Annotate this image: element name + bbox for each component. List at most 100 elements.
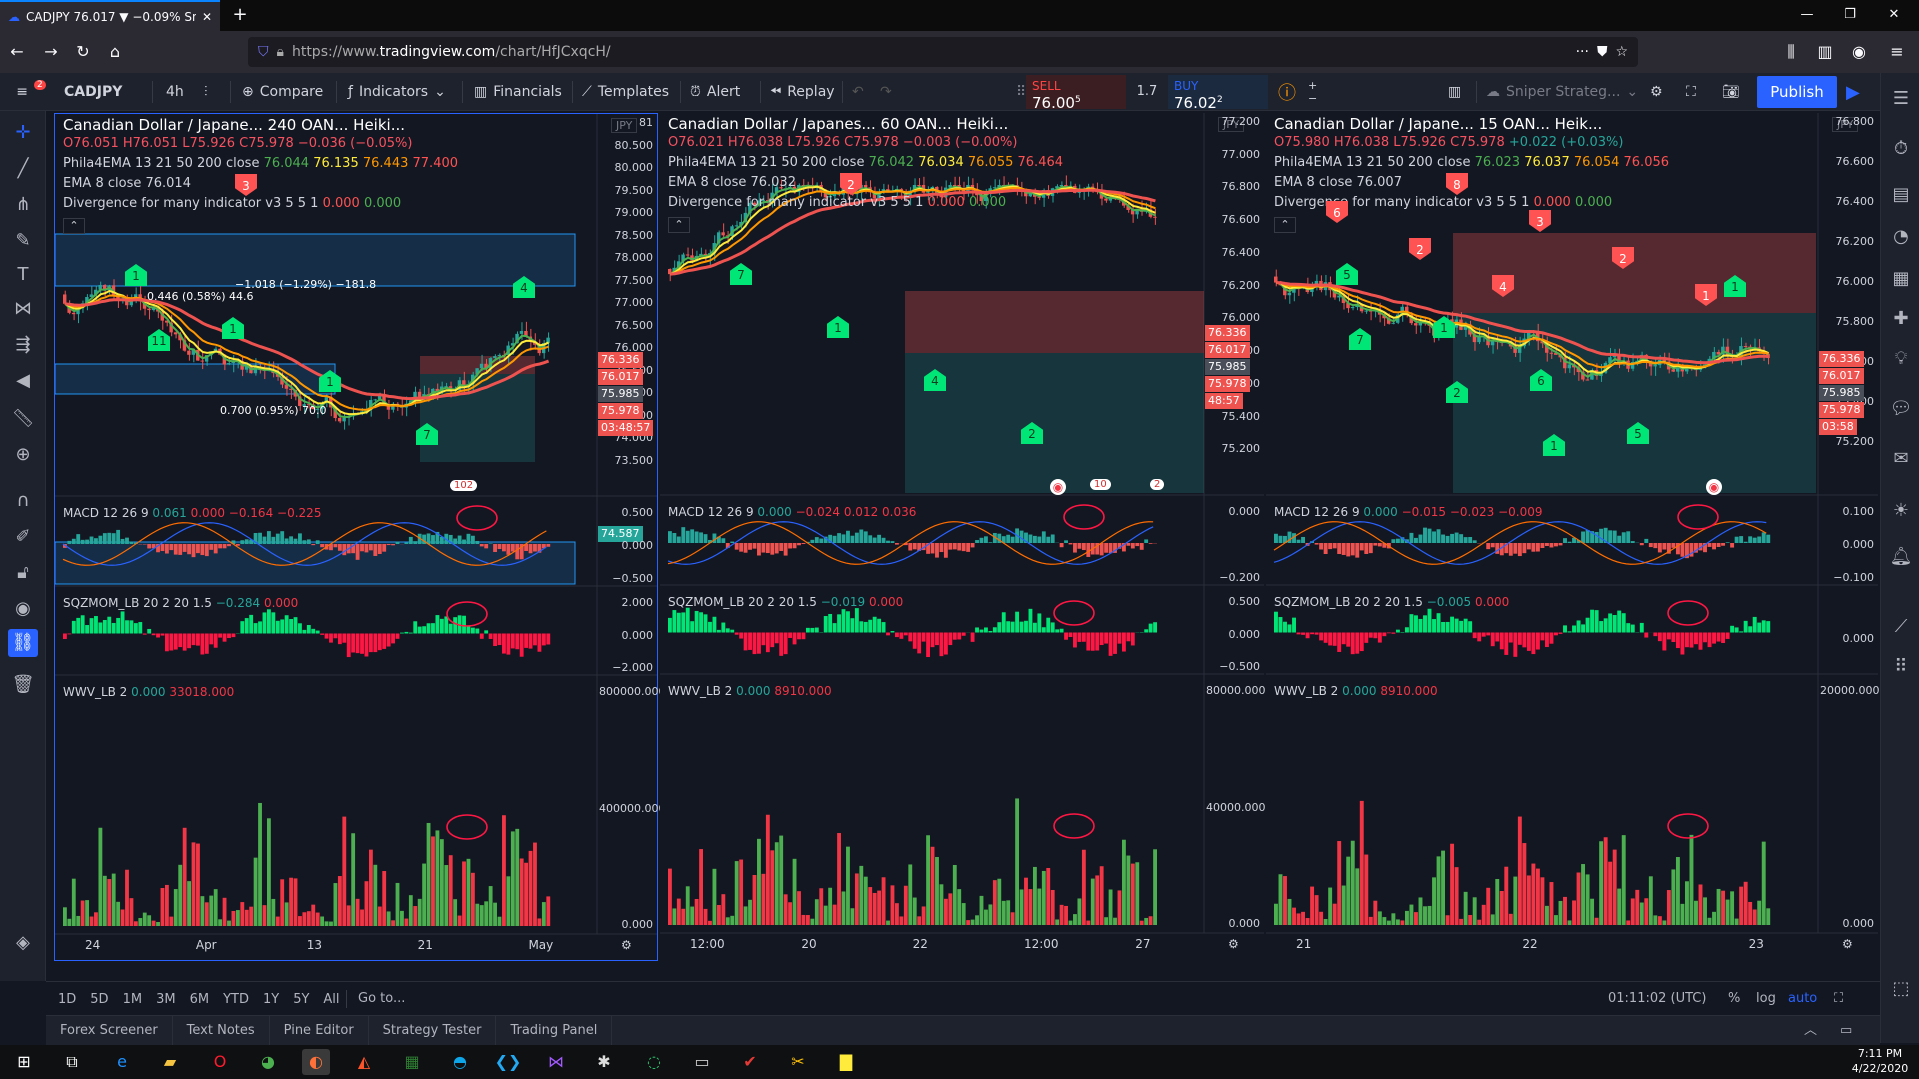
symbol-title[interactable]: Canadian Dollar / Japanes... 60 OAN... H… — [668, 115, 1009, 133]
price-tag[interactable]: 03:48:57 — [598, 420, 654, 436]
events-badge[interactable]: 2 — [1150, 479, 1165, 490]
shield-icon[interactable]: ⛉ — [258, 44, 269, 60]
settings-app-icon[interactable]: ✱ — [597, 1052, 611, 1071]
terminal-icon[interactable]: ▭ — [694, 1052, 710, 1071]
fit-screen-icon[interactable]: ⛶ — [1834, 991, 1844, 1006]
hand-drawn-circle[interactable] — [1677, 504, 1719, 530]
pattern-icon[interactable]: ⋈ — [14, 298, 32, 319]
sell-signal-marker[interactable]: 2 — [840, 173, 862, 195]
auto-toggle[interactable]: auto — [1788, 991, 1818, 1006]
close-window-button[interactable]: ✕ — [1888, 7, 1900, 22]
lock-drawings-icon[interactable]: 🔓︎ — [17, 562, 29, 583]
sell-signal-marker[interactable]: 4 — [1492, 275, 1514, 297]
sticky-notes-icon[interactable]: ▇ — [839, 1052, 853, 1071]
stay-drawing-icon[interactable]: ✐ — [15, 526, 31, 547]
chart-canvas[interactable] — [1266, 113, 1878, 961]
undo-button[interactable]: ↶ — [852, 84, 864, 100]
stop-loss-zone[interactable] — [1453, 233, 1816, 313]
close-tab-icon[interactable]: ✕ — [201, 9, 212, 24]
bottom-tab-strategy-tester[interactable]: Strategy Tester — [369, 1016, 497, 1046]
range-5y-button[interactable]: 5Y — [293, 991, 310, 1007]
goto-button[interactable]: Go to... — [358, 991, 406, 1006]
chart-pane-4h[interactable]: Canadian Dollar / Japane... 240 OAN... H… — [54, 113, 665, 962]
macd-legend[interactable]: MACD 12 26 9 0.061 0.000 −0.164 −0.225 — [63, 506, 322, 520]
macd-legend[interactable]: MACD 12 26 9 0.000 −0.024 0.012 0.036 — [668, 505, 917, 519]
brush-icon[interactable]: ✎ — [15, 230, 31, 251]
sell-signal-marker[interactable]: 6 — [1326, 201, 1348, 223]
indicators-button[interactable]: ƒ Indicators ⌄ — [348, 84, 446, 100]
price-tag[interactable]: 76.017 — [1205, 342, 1250, 358]
chart-pane-15m[interactable]: Canadian Dollar / Japane... 15 OAN... He… — [1266, 113, 1880, 961]
range-6m-button[interactable]: 6M — [189, 991, 210, 1007]
chart-style-icon[interactable]: ⫶ — [204, 84, 208, 100]
buy-signal-marker[interactable]: 7 — [1349, 328, 1371, 350]
help-bulb-icon[interactable]: ☀ — [1892, 500, 1910, 521]
buy-signal-marker[interactable]: 7 — [416, 423, 438, 445]
visual-studio-icon[interactable]: ⋈ — [548, 1052, 564, 1071]
price-tag[interactable]: 76.017 — [598, 369, 643, 385]
restore-window-button[interactable]: ❐ — [1844, 7, 1856, 22]
screener-icon[interactable]: ⬚ — [1892, 978, 1910, 999]
buy-signal-marker[interactable]: 4 — [513, 276, 535, 298]
ohlc-values[interactable]: O76.021 H76.038 L75.926 C75.978 −0.003 (… — [668, 135, 1018, 150]
chart-legend[interactable]: Canadian Dollar / Japanes... 60 OAN... H… — [668, 115, 1063, 233]
buy-signal-marker[interactable]: 1 — [319, 370, 341, 392]
events-badge[interactable]: 102 — [450, 480, 478, 491]
snip-tool-icon[interactable]: ✂ — [791, 1052, 805, 1071]
sell-signal-marker[interactable]: 3 — [1529, 210, 1551, 232]
symbol-title[interactable]: Canadian Dollar / Japane... 15 OAN... He… — [1274, 115, 1603, 133]
stop-loss-zone[interactable] — [420, 356, 535, 374]
measure-annotation[interactable]: −1.018 (−1.29%) −181.8 — [235, 278, 377, 291]
info-warning-icon[interactable]: ⓘ — [1278, 83, 1296, 104]
ema-line[interactable] — [1276, 281, 1769, 365]
sell-signal-marker[interactable]: 8 — [1446, 173, 1468, 195]
ema8-legend[interactable]: EMA 8 close 76.007 — [1274, 175, 1402, 190]
sell-button[interactable]: SELL 76.005 — [1026, 75, 1126, 111]
price-tag[interactable]: 75.978 — [1205, 376, 1250, 392]
financials-button[interactable]: ▥ Financials — [474, 84, 562, 100]
take-profit-zone[interactable] — [905, 353, 1204, 493]
zoom-in-icon[interactable]: ⊕ — [15, 444, 31, 465]
buy-signal-marker[interactable]: 1 — [827, 316, 849, 338]
ohlc-values[interactable]: O76.051 H76.051 L75.926 C75.978 −0.036 (… — [63, 136, 413, 151]
macd-legend[interactable]: MACD 12 26 9 0.000 −0.015 −0.023 −0.009 — [1274, 505, 1543, 519]
back-button[interactable]: ← — [10, 42, 24, 61]
pitchfork-icon[interactable]: ⋔ — [15, 194, 31, 215]
chart-canvas[interactable] — [55, 114, 657, 962]
sqz-legend[interactable]: SQZMOM_LB 20 2 20 1.5 −0.019 0.000 — [668, 595, 904, 609]
pocket-icon[interactable]: ⛊ — [1596, 44, 1608, 60]
percent-toggle[interactable]: % — [1728, 991, 1741, 1006]
measure-annotation[interactable]: 0.700 (0.95%) 70.0 — [220, 404, 327, 417]
range-1m-button[interactable]: 1M — [122, 991, 143, 1007]
trading-app-icon[interactable]: ✔ — [743, 1052, 757, 1071]
play-circle-icon[interactable]: ▶ — [1846, 81, 1860, 103]
messages-icon[interactable]: ✉ — [1893, 448, 1909, 469]
account-icon[interactable]: ◉ — [1852, 42, 1866, 61]
bottom-tab-text-notes[interactable]: Text Notes — [173, 1016, 270, 1046]
ema8-legend[interactable]: EMA 8 close 76.014 — [63, 176, 191, 191]
file-explorer-icon[interactable]: ▰ — [163, 1052, 177, 1071]
lightbulb-icon[interactable]: 💡︎ — [1894, 348, 1908, 369]
log-toggle[interactable]: log — [1756, 991, 1776, 1006]
buy-signal-marker[interactable]: 2 — [1446, 381, 1468, 403]
reload-button[interactable]: ↻ — [76, 42, 90, 61]
chart-canvas[interactable] — [660, 113, 1264, 961]
layout-select-icon[interactable]: ▥ — [1448, 84, 1462, 100]
range-1y-button[interactable]: 1Y — [262, 991, 280, 1007]
spinner-app-icon[interactable]: ◌ — [647, 1052, 661, 1071]
quantity-stepper[interactable]: + − — [1308, 79, 1318, 105]
chat-icon[interactable]: 💬︎ — [1889, 398, 1913, 419]
opera-icon[interactable]: O — [213, 1052, 227, 1071]
bookmark-star-icon[interactable]: ☆ — [1615, 44, 1628, 60]
buy-signal-marker[interactable]: 1 — [1433, 316, 1455, 338]
crosshair-icon[interactable]: ✛ — [15, 122, 31, 143]
buy-signal-marker[interactable]: 4 — [924, 369, 946, 391]
drag-handle-icon[interactable]: ⠿ — [1016, 84, 1027, 100]
ema-line[interactable] — [64, 286, 550, 419]
forward-button[interactable]: → — [44, 42, 58, 61]
price-tag[interactable]: 75.985 — [1205, 359, 1250, 375]
range-ytd-button[interactable]: YTD — [223, 991, 249, 1007]
stop-loss-zone[interactable] — [905, 291, 1204, 353]
ema-line[interactable] — [1276, 281, 1769, 374]
price-tag[interactable]: 76.336 — [1205, 325, 1250, 341]
